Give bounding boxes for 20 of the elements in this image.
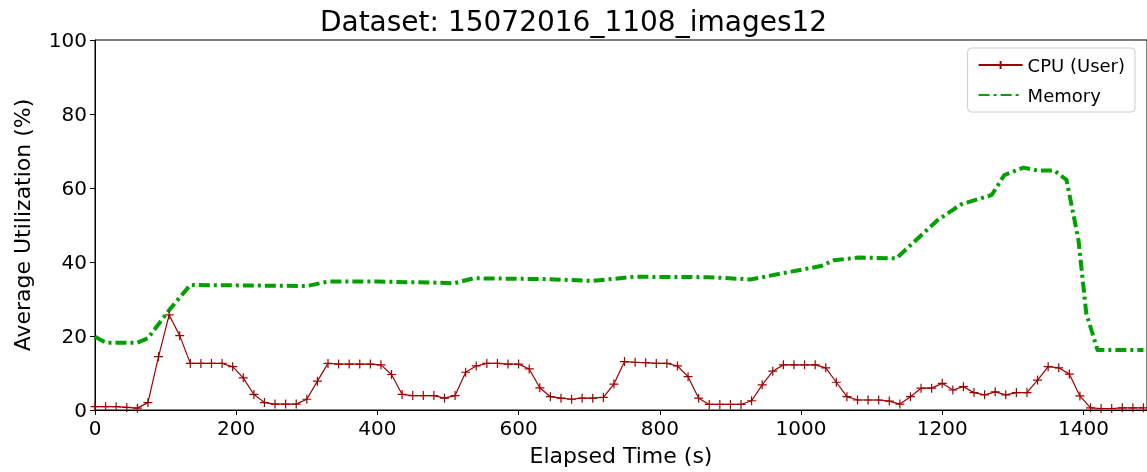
legend-label: CPU (User) [1027, 54, 1126, 76]
x-tick-label: 200 [217, 416, 256, 440]
line-series [93, 165, 1146, 353]
y-axis-title: Average Utilization (%) [9, 98, 35, 352]
x-tick-label: 800 [640, 416, 679, 440]
x-tick-label: 1200 [916, 416, 968, 440]
y-tick-label: 100 [48, 28, 87, 52]
y-tick-label: 40 [61, 250, 87, 274]
x-tick-label: 1000 [775, 416, 827, 440]
x-tick-label: 1400 [1058, 416, 1109, 440]
y-tick-label: 80 [61, 102, 87, 126]
x-axis-title: Elapsed Time (s) [529, 442, 713, 468]
legend-label: Memory [1027, 84, 1102, 106]
x-tick-label: 400 [358, 416, 397, 440]
y-tick-label: 0 [74, 398, 87, 422]
y-tick-label: 20 [61, 324, 87, 348]
x-tick-label: 0 [88, 416, 102, 440]
y-tick-label: 60 [61, 176, 87, 200]
x-tick-label: 600 [499, 416, 538, 440]
chart-title: Dataset: 15072016_1108_images12 [319, 4, 828, 38]
